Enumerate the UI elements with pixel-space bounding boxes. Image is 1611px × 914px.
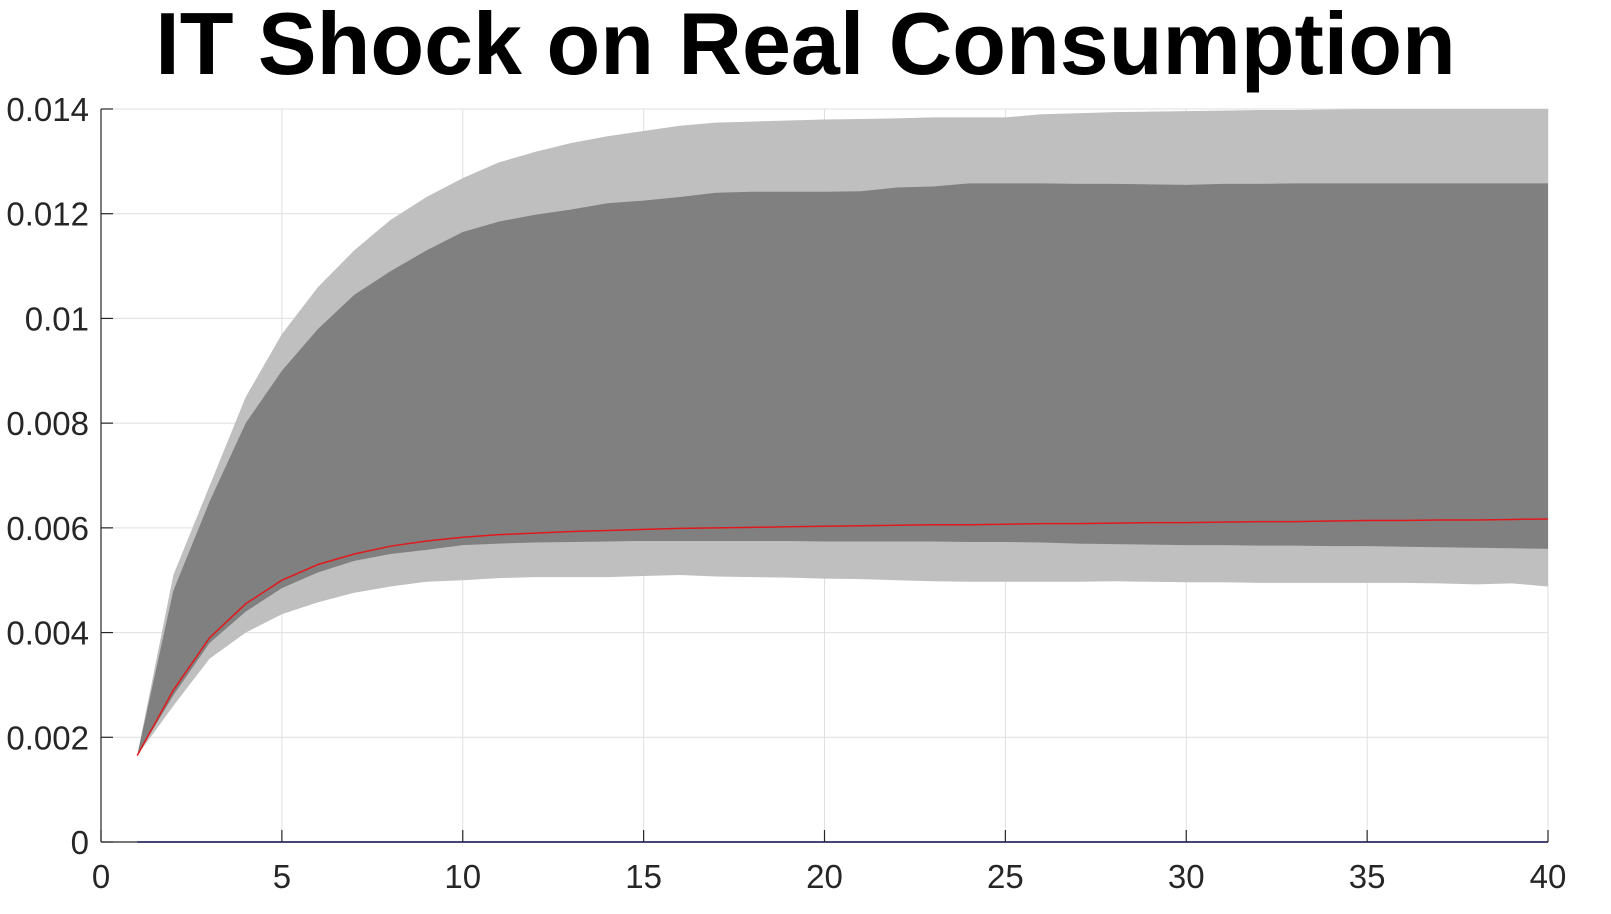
y-tick-label: 0.01 (25, 300, 89, 337)
y-tick-label: 0.012 (6, 196, 89, 233)
y-tick-label: 0 (71, 824, 89, 861)
x-tick-label: 25 (987, 858, 1024, 895)
x-tick-label: 30 (1168, 858, 1205, 895)
x-tick-label: 20 (806, 858, 843, 895)
x-tick-label: 5 (273, 858, 291, 895)
x-tick-label: 0 (92, 858, 110, 895)
y-tick-label: 0.006 (6, 510, 89, 547)
median-response-line (136, 518, 1549, 756)
x-axis-ticks: 0 5 10 15 20 25 30 35 40 (92, 830, 1567, 895)
y-tick-label: 0.004 (6, 615, 89, 652)
inner-confidence-band (137, 183, 1548, 756)
chart-title: IT Shock on Real Consumption (155, 0, 1456, 93)
y-tick-label: 0.002 (6, 719, 89, 756)
y-axis-ticks: 0 0.002 0.004 0.006 0.008 0.01 0.012 0.014 (6, 91, 113, 861)
x-tick-label: 35 (1349, 858, 1386, 895)
y-tick-label: 0.008 (6, 405, 89, 442)
x-tick-label: 40 (1530, 858, 1567, 895)
y-tick-label: 0.014 (6, 91, 89, 128)
x-tick-label: 15 (625, 858, 662, 895)
x-tick-label: 10 (444, 858, 481, 895)
confidence-bands (137, 109, 1548, 756)
